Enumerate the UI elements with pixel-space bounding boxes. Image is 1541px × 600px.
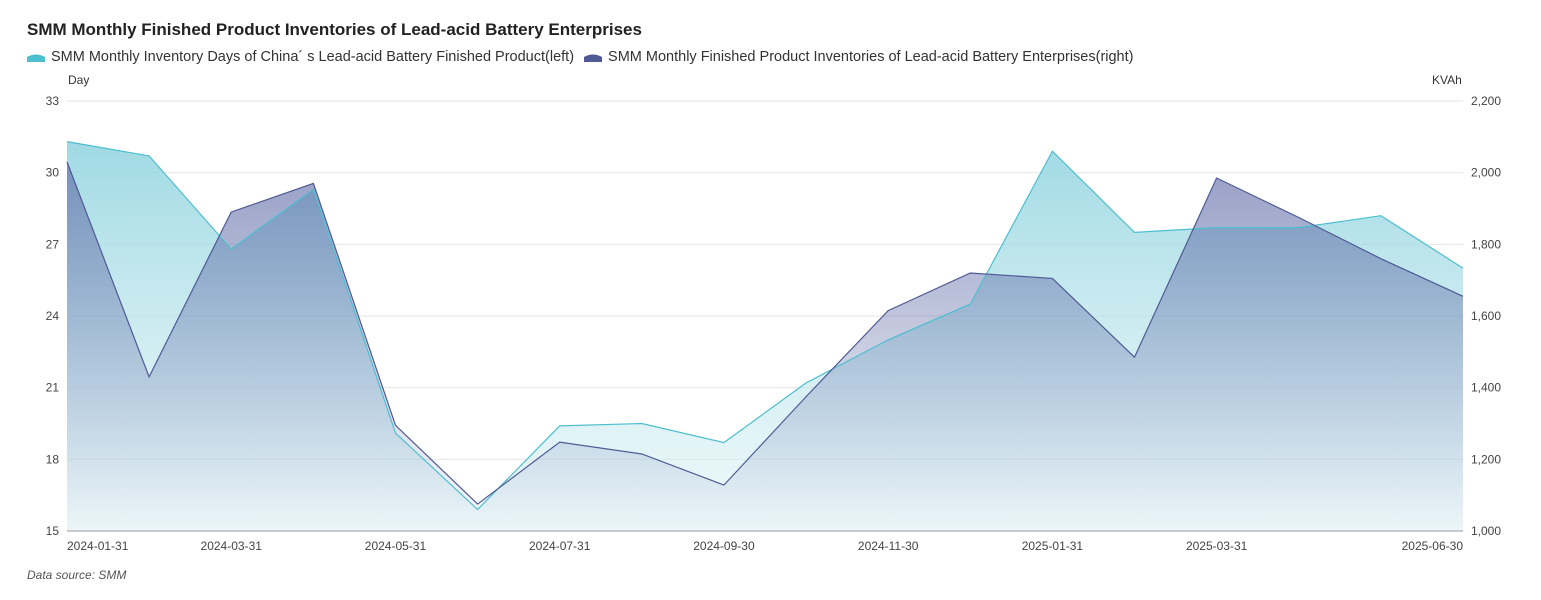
legend-label-finished-inventories: SMM Monthly Finished Product Inventories…	[608, 49, 1134, 65]
left-tick-label: 27	[46, 237, 60, 251]
legend: SMM Monthly Inventory Days of China´ s L…	[27, 49, 1143, 65]
x-tick-label: 2024-11-30	[858, 539, 919, 553]
right-tick-label: 1,000	[1471, 524, 1501, 538]
right-axis-unit: KVAh	[1432, 73, 1462, 87]
area-finished-inventories	[67, 161, 1463, 531]
legend-swatch-inventory-days	[27, 52, 45, 62]
line-finished-inventories	[66, 161, 1464, 505]
x-tick-label: 2024-03-31	[201, 539, 263, 553]
axes: 33 2,200 30 2,000 27 1,800 24 1,600 21 1,400 18 1,2…	[46, 94, 1502, 553]
legend-item-finished-inventories[interactable]: SMM Monthly Finished Product Inventories…	[584, 49, 1133, 65]
x-tick-label: 2024-09-30	[693, 539, 755, 553]
left-tick-label: 30	[46, 166, 60, 180]
x-tick-label: 2024-07-31	[529, 539, 591, 553]
right-tick-label: 1,600	[1471, 309, 1501, 323]
legend-item-inventory-days[interactable]: SMM Monthly Inventory Days of China´ s L…	[27, 49, 574, 65]
left-tick-label: 18	[46, 452, 60, 466]
left-tick-label: 24	[46, 309, 60, 323]
left-tick-label: 33	[46, 94, 60, 108]
legend-label-inventory-days: SMM Monthly Inventory Days of China´ s L…	[51, 49, 575, 65]
right-tick-label: 1,200	[1471, 452, 1501, 466]
right-tick-label: 2,200	[1471, 94, 1501, 108]
left-axis-unit: Day	[68, 73, 90, 87]
chart-title: SMM Monthly Finished Product Inventories…	[27, 20, 642, 39]
x-tick-label: 2024-01-31	[67, 539, 129, 553]
data-source-note: Data source: SMM	[27, 568, 127, 582]
x-tick-label: 2025-01-31	[1022, 539, 1084, 553]
right-tick-label: 1,400	[1471, 381, 1501, 395]
x-tick-label: 2025-06-30	[1402, 539, 1464, 553]
x-tick-label: 2025-03-31	[1186, 539, 1248, 553]
series-areas	[67, 141, 1463, 531]
right-tick-label: 2,000	[1471, 166, 1501, 180]
left-tick-label: 21	[46, 381, 60, 395]
left-tick-label: 15	[46, 524, 60, 538]
right-tick-label: 1,800	[1471, 237, 1501, 251]
series-lines	[66, 141, 1464, 511]
legend-swatch-finished-inventories	[584, 52, 603, 62]
line-inventory-days	[66, 141, 1464, 511]
x-tick-label: 2024-05-31	[365, 539, 427, 553]
